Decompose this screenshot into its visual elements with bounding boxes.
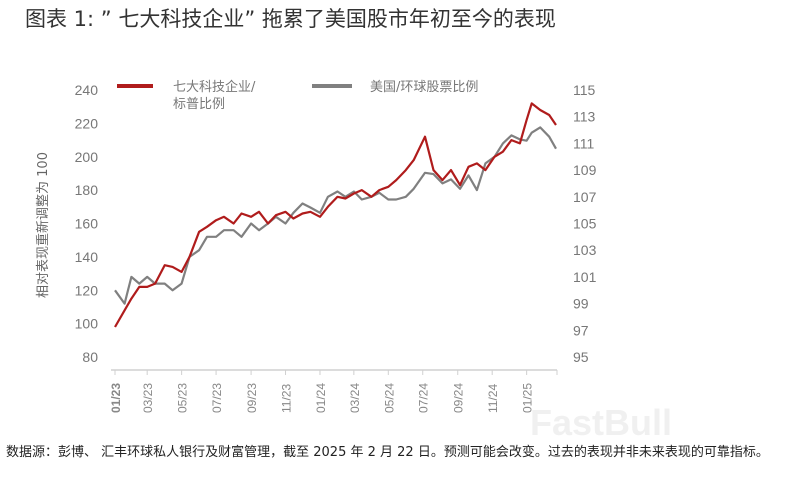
y2-tick-label: 105 [573, 216, 597, 232]
x-tick-label: 01/24 [314, 383, 328, 413]
y-tick-label: 100 [75, 316, 99, 332]
x-tick-label: 05/23 [176, 383, 190, 413]
left-axis-ticks: 240 220 200 180 160 140 120 100 80 [75, 82, 99, 365]
y-axis-label: 相对表现重新调整为 100 [35, 152, 51, 298]
series-line-us-global [114, 126, 557, 305]
y2-tick-label: 95 [573, 349, 589, 365]
x-tick-label: 03/24 [348, 383, 362, 413]
x-tick-label: 01/23 [109, 383, 123, 413]
series-line-mag7 [114, 102, 557, 328]
x-tick-label: 11/24 [486, 384, 500, 413]
y-tick-label: 80 [82, 349, 98, 365]
y-tick-label: 200 [75, 149, 99, 165]
x-tick-label: 01/25 [521, 383, 535, 413]
chart-title: 图表 1: ” 七大科技企业” 拖累了美国股市年初至今的表现 [25, 7, 556, 31]
footnote: 数据源：彭博、 汇丰环球私人银行及财富管理，截至 2025 年 2 月 22 日… [6, 445, 769, 460]
x-axis: 01/23 03/23 05/23 07/23 09/23 11/23 01/24 03/24… [109, 369, 558, 413]
right-axis-ticks: 115 113 111 109 107 105 103 101 99 97 95 [573, 82, 597, 365]
y2-tick-label: 101 [573, 269, 597, 285]
x-tick-label: 07/23 [210, 383, 224, 413]
series-lines [114, 102, 557, 328]
y-tick-label: 240 [75, 82, 99, 98]
y2-tick-label: 99 [573, 296, 589, 312]
y-tick-label: 160 [75, 216, 99, 232]
y2-tick-label: 103 [573, 242, 597, 258]
y2-tick-label: 115 [573, 82, 596, 98]
y2-tick-label: 113 [573, 109, 596, 125]
y-tick-label: 120 [75, 282, 99, 298]
x-tick-label: 09/24 [452, 383, 466, 413]
y-tick-label: 220 [75, 115, 99, 131]
legend-label-mag7: 七大科技企业/标普比例 [173, 79, 256, 112]
watermark: FastBull [530, 402, 673, 443]
legend: 七大科技企业/标普比例 美国/环球股票比例 [117, 79, 478, 112]
x-tick-label: 03/23 [141, 383, 155, 413]
y2-tick-label: 111 [573, 135, 594, 151]
legend-label-us-global: 美国/环球股票比例 [370, 80, 478, 95]
x-tick-label: 11/23 [280, 384, 294, 413]
y2-tick-label: 109 [573, 162, 597, 178]
y2-tick-label: 107 [573, 189, 597, 205]
x-tick-label: 05/24 [382, 383, 396, 413]
y-tick-label: 140 [75, 249, 99, 265]
legend-label-line1: 七大科技企业/ [173, 79, 256, 95]
x-tick-label: 09/23 [245, 383, 259, 413]
x-tick-label: 07/24 [417, 383, 431, 413]
y-tick-label: 180 [75, 182, 99, 198]
y2-tick-label: 97 [573, 322, 589, 338]
